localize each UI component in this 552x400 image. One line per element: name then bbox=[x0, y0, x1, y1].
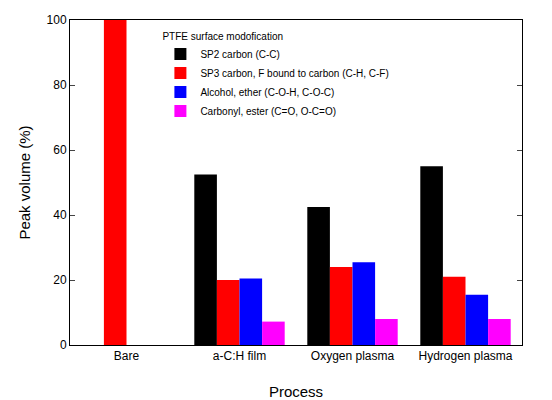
svg-text:100: 100 bbox=[47, 13, 67, 27]
svg-text:80: 80 bbox=[53, 78, 67, 92]
svg-text:SP2 carbon (C-C): SP2 carbon (C-C) bbox=[200, 49, 279, 60]
svg-text:Hydrogen plasma: Hydrogen plasma bbox=[418, 349, 512, 363]
svg-text:Alcohol, ether (C-O-H, C-O-C): Alcohol, ether (C-O-H, C-O-C) bbox=[200, 87, 334, 98]
svg-text:a-C:H film: a-C:H film bbox=[213, 349, 266, 363]
svg-text:PTFE surface modofication: PTFE surface modofication bbox=[162, 31, 283, 42]
svg-text:Oxygen plasma: Oxygen plasma bbox=[311, 349, 395, 363]
svg-text:Process: Process bbox=[269, 383, 323, 400]
svg-text:Bare: Bare bbox=[114, 349, 140, 363]
svg-text:SP3 carbon, F bound to carbon: SP3 carbon, F bound to carbon (C-H, C-F) bbox=[200, 68, 388, 79]
svg-text:20: 20 bbox=[53, 273, 67, 287]
svg-text:Peak volume (%): Peak volume (%) bbox=[16, 125, 33, 239]
svg-text:40: 40 bbox=[53, 208, 67, 222]
svg-text:60: 60 bbox=[53, 143, 67, 157]
svg-text:Carbonyl, ester (C=O, O-C=O): Carbonyl, ester (C=O, O-C=O) bbox=[200, 106, 336, 117]
svg-text:0: 0 bbox=[60, 338, 67, 352]
